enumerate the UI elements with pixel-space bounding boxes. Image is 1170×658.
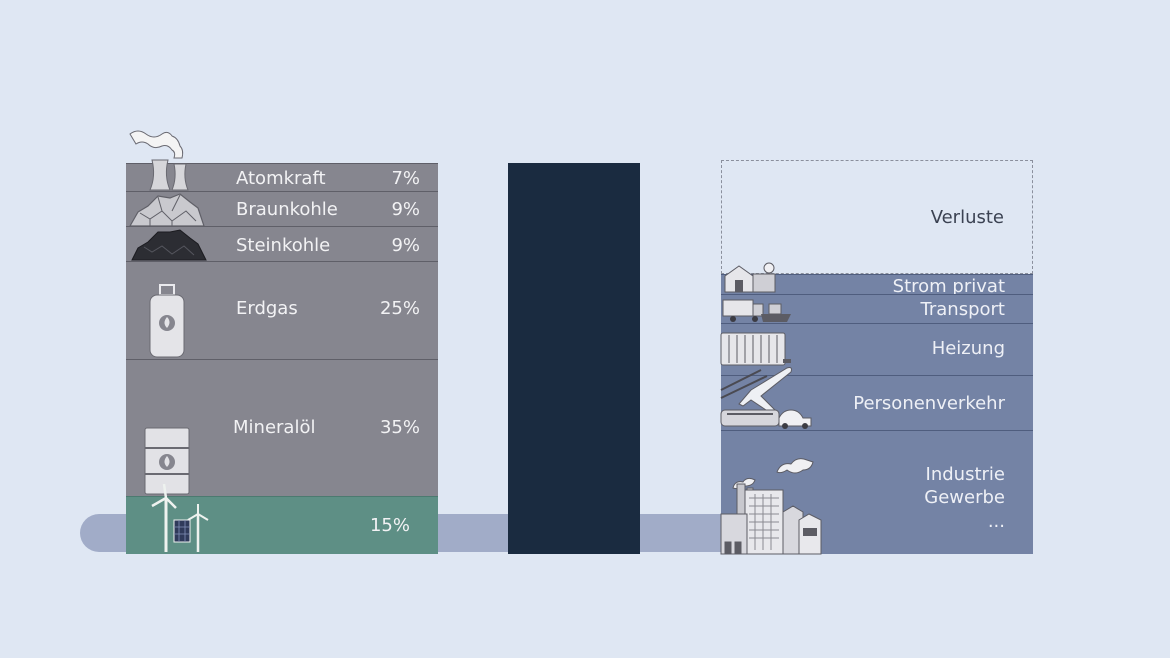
conversion-column: [508, 163, 640, 554]
losses-box: Verluste: [721, 160, 1033, 274]
use-label-industrie: Industrie: [925, 464, 1005, 485]
truck-ship-icon: [722, 299, 791, 322]
source-label: Atomkraft: [236, 168, 326, 189]
hard-coal-pile-icon: [131, 229, 207, 261]
plane-train-car-icon: [720, 367, 812, 429]
lignite-pile-icon: [128, 193, 205, 227]
source-percent: 15%: [369, 515, 410, 536]
cooling-tower-icon: [129, 130, 189, 191]
gas-bottle-icon: [149, 284, 185, 358]
source-label: Erdgas: [236, 298, 298, 319]
oil-barrel-icon: [144, 427, 190, 495]
use-strom-privat: Strom privat: [721, 274, 1033, 297]
source-label: Braunkohle: [236, 199, 338, 220]
source-percent: 25%: [379, 298, 420, 319]
source-percent: 7%: [391, 168, 420, 189]
source-percent: 9%: [391, 235, 420, 256]
wind-solar-icon: [151, 483, 209, 552]
use-label: Transport: [920, 299, 1005, 320]
factory-icon: [720, 458, 822, 555]
house-icon: [724, 262, 776, 293]
source-label: Steinkohle: [236, 235, 331, 256]
use-label-more: ...: [987, 511, 1005, 532]
radiator-icon: [720, 332, 791, 366]
source-percent: 9%: [391, 199, 420, 220]
losses-label: Verluste: [930, 207, 1004, 228]
use-label: Strom privat: [892, 276, 1005, 297]
source-percent: 35%: [379, 417, 420, 438]
use-label: Personenverkehr: [853, 393, 1005, 414]
use-label: Heizung: [931, 338, 1005, 359]
source-label: Mineralöl: [233, 417, 316, 438]
use-label-gewerbe: Gewerbe: [924, 487, 1005, 508]
